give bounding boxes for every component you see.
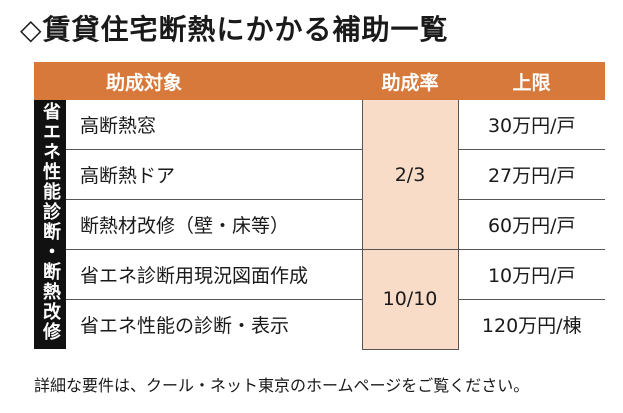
- footnote: 詳細な要件は、クール・ネット東京のホームページをご覧ください。: [34, 376, 530, 395]
- row-limit: 10万円/戸: [458, 249, 605, 300]
- category-cell: 省エネ性能診断・断熱改修: [34, 100, 66, 349]
- table-row: 高断熱ドア 27万円/戸: [34, 149, 605, 200]
- subsidy-table: 助成対象 助成率 上限 省エネ性能診断・断熱改修 高断熱窓 2/3 30万円/戸…: [34, 62, 605, 350]
- rate-cell: 10/10: [361, 249, 459, 350]
- row-target: 高断熱ドア: [66, 149, 362, 200]
- table-row: 省エネ性能の診断・表示 120万円/棟: [34, 300, 605, 350]
- table-row: 省エネ性能診断・断熱改修 高断熱窓 2/3 30万円/戸: [34, 100, 605, 349]
- category-label: 省エネ性能診断・断熱改修: [40, 102, 61, 342]
- row-target: 省エネ性能の診断・表示: [80, 315, 290, 337]
- table-row: 断熱材改修（壁・床等） 60万円/戸: [34, 199, 605, 250]
- row-target: 高断熱窓: [66, 100, 362, 150]
- row-limit: 120万円/棟: [481, 315, 582, 337]
- row-limit: 27万円/戸: [458, 149, 605, 200]
- row-target: 断熱材改修（壁・床等）: [66, 199, 362, 250]
- header-rate: 助成率: [362, 62, 458, 100]
- header-limit: 上限: [458, 62, 605, 100]
- table-row: 省エネ診断用現況図面作成 10/10 10万円/戸: [34, 249, 605, 350]
- table-header-row: 助成対象 助成率 上限: [34, 62, 605, 100]
- row-target: 省エネ診断用現況図面作成: [66, 249, 362, 300]
- header-category-blank: [34, 62, 66, 100]
- header-target: 助成対象: [66, 62, 362, 100]
- row-limit: 60万円/戸: [458, 199, 605, 250]
- rate-cell: 2/3: [361, 100, 459, 250]
- page-title: ◇賃貸住宅断熱にかかる補助一覧: [20, 13, 449, 46]
- row-limit: 30万円/戸: [458, 100, 605, 150]
